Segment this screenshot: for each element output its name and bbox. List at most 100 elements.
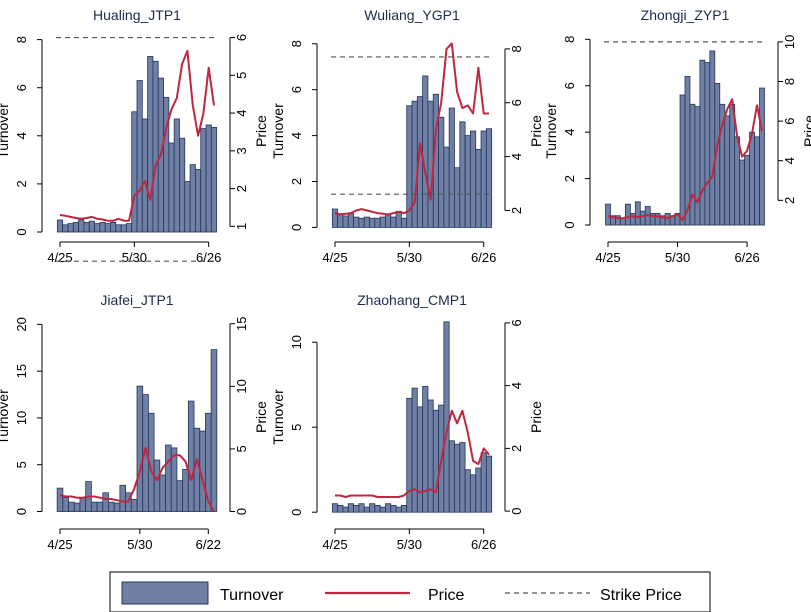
left-y-tick-label: 5: [14, 461, 29, 468]
turnover-bar: [459, 121, 466, 228]
turnover-bar: [179, 137, 186, 233]
turnover-bar: [120, 224, 127, 233]
turnover-bar: [165, 444, 172, 512]
legend: Turnover Price Strike Price: [109, 571, 711, 612]
turnover-bar: [358, 503, 365, 513]
turnover-bar: [464, 469, 471, 513]
right-y-tick-label: 2: [782, 197, 797, 204]
turnover-bar: [131, 111, 138, 233]
turnover-bar: [454, 167, 461, 228]
turnover-bar: [448, 107, 455, 228]
turnover-bar: [331, 208, 339, 228]
turnover-bar: [480, 130, 487, 228]
left-y-tick-label: 6: [562, 82, 577, 89]
turnover-bar: [411, 100, 418, 228]
turnover-bar: [679, 94, 686, 226]
turnover-bar: [470, 474, 477, 513]
turnover-bar: [159, 474, 166, 512]
turnover-bar: [385, 503, 392, 513]
legend-label-price: Price: [428, 587, 465, 604]
x-tick-label: 4/25: [322, 537, 347, 552]
turnover-bar: [62, 224, 69, 233]
turnover-bar: [689, 103, 696, 226]
left-y-tick-label: 4: [14, 132, 29, 139]
x-tick-label: 4/25: [47, 537, 72, 552]
left-y-axis-label: Turnover: [0, 389, 11, 445]
turnover-bar: [56, 219, 64, 233]
turnover-bar: [704, 62, 711, 226]
price-line: [334, 42, 489, 216]
left-y-axis-label: Turnover: [270, 389, 286, 445]
turnover-bar: [374, 504, 381, 513]
turnover-bar: [395, 506, 402, 513]
x-tick-label: 5/30: [127, 537, 152, 552]
turnover-bar: [96, 501, 104, 512]
left-y-tick-label: 4: [289, 132, 304, 139]
turnover-bar: [454, 443, 461, 513]
left-y-tick-label: 0: [14, 228, 29, 235]
left-y-tick-label: 0: [14, 508, 29, 515]
turnover-bar: [624, 203, 631, 226]
left-y-tick-label: 8: [289, 40, 304, 47]
x-tick-label: 5/30: [122, 250, 147, 265]
turnover-bar: [62, 497, 69, 512]
x-tick-label: 5/30: [665, 250, 690, 265]
chart-panel: Hualing_JTP1 0 2 4 6 8 Turnover 1 2 3 4 5 6 Price 4/25…: [0, 7, 269, 265]
turnover-bar: [390, 216, 397, 228]
left-y-tick-label: 8: [562, 36, 577, 43]
turnover-bar: [739, 159, 746, 226]
turnover-bar: [99, 221, 106, 233]
turnover-bar: [119, 484, 126, 512]
right-y-axis-label: Price: [253, 401, 269, 433]
turnover-bar: [385, 214, 392, 228]
right-y-tick-label: 8: [782, 78, 797, 85]
turnover-bar: [374, 217, 381, 228]
right-y-tick-label: 4: [509, 382, 524, 389]
turnover-bar: [195, 169, 202, 233]
left-y-tick-label: 6: [289, 86, 304, 93]
turnover-bar: [153, 459, 161, 512]
turnover-bar: [749, 131, 755, 226]
turnover-bar: [485, 455, 493, 513]
left-y-axis-label: Turnover: [543, 103, 559, 159]
turnover-bar: [620, 217, 626, 226]
right-y-tick-label: 1: [234, 223, 249, 230]
x-tick-label: 6/26: [196, 250, 221, 265]
turnover-bar: [110, 221, 117, 233]
turnover-bar: [90, 501, 98, 512]
turnover-bar: [187, 400, 195, 512]
turnover-bar: [369, 503, 376, 513]
right-y-tick-label: 4: [782, 157, 797, 164]
right-y-tick-label: 2: [509, 445, 524, 452]
turnover-bar: [438, 116, 445, 228]
left-y-axis-label: Turnover: [0, 103, 11, 159]
turnover-bar: [369, 217, 376, 228]
right-y-tick-label: 6: [509, 319, 524, 326]
turnover-bar: [337, 213, 344, 228]
turnover-bar: [68, 501, 75, 512]
panel-title: Zhaohang_CMP1: [357, 292, 467, 308]
turnover-bar: [639, 210, 646, 226]
turnover-bar: [113, 502, 121, 512]
turnover-bar: [729, 103, 736, 226]
right-y-axis-label: Price: [528, 401, 544, 433]
turnover-bar: [654, 213, 661, 226]
turnover-bar: [724, 115, 731, 226]
turnover-bar: [416, 406, 424, 513]
left-y-tick-label: 0: [289, 224, 304, 231]
right-y-tick-label: 10: [234, 379, 249, 393]
turnover-bar: [363, 506, 370, 513]
legend-label-strike-price: Strike Price: [600, 587, 682, 604]
x-tick-label: 5/30: [397, 537, 422, 552]
left-y-tick-label: 0: [289, 509, 304, 516]
turnover-bar: [699, 59, 706, 226]
left-y-tick-label: 2: [289, 178, 304, 185]
right-y-tick-label: 6: [234, 34, 249, 41]
turnover-bar: [205, 124, 212, 233]
turnover-bar: [347, 213, 354, 228]
left-y-tick-label: 10: [14, 411, 29, 425]
panels: Hualing_JTP1 0 2 4 6 8 Turnover 1 2 3 4 5 6 Price 4/25…: [0, 7, 811, 552]
right-y-tick-label: 2: [234, 185, 249, 192]
left-y-tick-label: 2: [562, 175, 577, 182]
right-y-tick-label: 8: [509, 45, 524, 52]
